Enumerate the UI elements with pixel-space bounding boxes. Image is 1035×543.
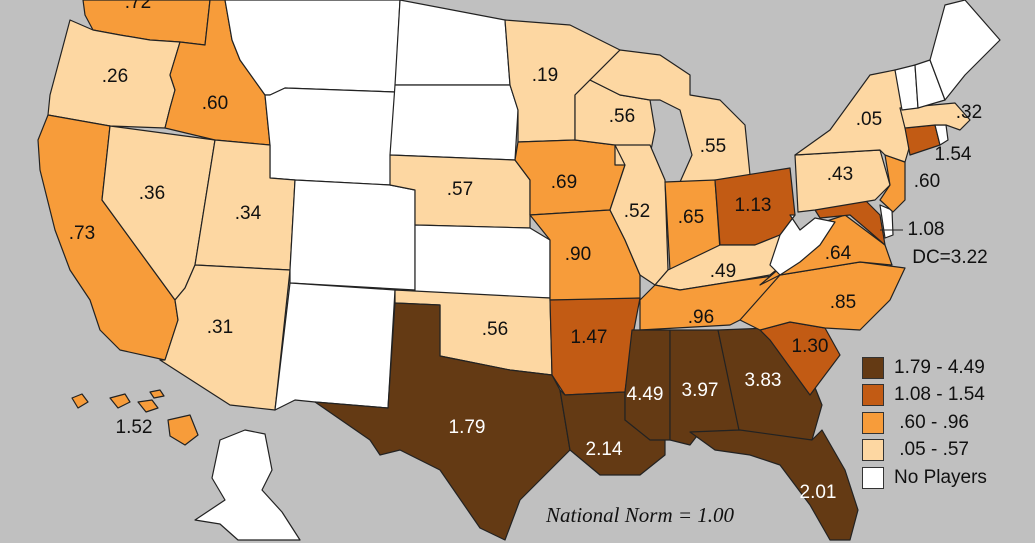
label-UT: .34 xyxy=(235,203,262,224)
legend-item: No Players xyxy=(862,464,987,492)
legend-label: No Players xyxy=(894,466,987,488)
label-MN: .19 xyxy=(532,65,558,86)
legend-swatch xyxy=(862,466,884,489)
label-KY: .49 xyxy=(710,261,736,282)
state-KS xyxy=(414,224,551,299)
label-PA: .43 xyxy=(827,164,853,185)
label-AL: 3.97 xyxy=(682,380,719,401)
label-IA: .69 xyxy=(551,172,577,193)
state-WY xyxy=(264,87,396,186)
label-OR: .26 xyxy=(102,66,128,87)
label-AR: 1.47 xyxy=(571,327,608,348)
label-HI: 1.52 xyxy=(116,417,153,438)
label-NC: .85 xyxy=(830,292,856,313)
label-WI: .56 xyxy=(609,106,635,127)
label-MA: .32 xyxy=(956,102,982,123)
state-WV xyxy=(769,214,836,276)
state-NM xyxy=(274,282,396,411)
label-FL: 2.01 xyxy=(800,482,837,503)
state-FL xyxy=(689,429,859,541)
label-AZ: .31 xyxy=(207,317,233,338)
legend-swatch xyxy=(862,384,884,407)
legend-swatch xyxy=(862,411,884,434)
label-TN: .96 xyxy=(688,307,714,328)
state-MD xyxy=(814,199,886,246)
legend-item: .60 - .96 xyxy=(862,409,987,437)
legend-swatch xyxy=(862,356,884,379)
label-GA: 3.83 xyxy=(745,370,782,391)
state-CO xyxy=(289,179,416,291)
label-DC: DC=3.22 xyxy=(912,247,988,268)
state-ND xyxy=(394,0,511,86)
legend-label: .60 - .96 xyxy=(894,411,969,433)
legend-item: 1.08 - 1.54 xyxy=(862,382,987,410)
legend-item: 1.79 - 4.49 xyxy=(862,354,987,382)
state-ME xyxy=(929,0,1001,101)
label-ID: .60 xyxy=(202,93,228,114)
label-TX: 1.79 xyxy=(449,417,486,438)
legend: 1.79 - 4.49 1.08 - 1.54 .60 - .96 .05 - … xyxy=(862,354,987,492)
label-VA: .64 xyxy=(825,243,852,264)
label-IN: .65 xyxy=(678,207,704,228)
state-TX xyxy=(314,302,571,541)
label-NV: .36 xyxy=(139,183,165,204)
label-OK: .56 xyxy=(482,319,508,340)
label-NY: .05 xyxy=(856,109,882,130)
label-CT: 1.54 xyxy=(935,144,972,165)
label-WA: .72 xyxy=(125,0,151,13)
state-AZ xyxy=(159,264,291,411)
legend-item: .05 - .57 xyxy=(862,437,987,465)
state-IL xyxy=(609,144,669,286)
label-OH: 1.13 xyxy=(735,195,772,216)
legend-label: .05 - .57 xyxy=(894,439,969,461)
label-NJ: .60 xyxy=(914,171,940,192)
legend-label: 1.08 - 1.54 xyxy=(894,384,985,406)
label-SC: 1.30 xyxy=(792,336,829,357)
state-HI xyxy=(71,389,199,446)
label-NE: .57 xyxy=(447,179,473,200)
legend-label: 1.79 - 4.49 xyxy=(894,356,985,378)
label-MD: 1.08 xyxy=(908,219,945,240)
national-norm-note: National Norm = 1.00 xyxy=(546,503,735,527)
label-MI: .55 xyxy=(700,136,726,157)
state-AK xyxy=(194,429,301,541)
label-IL: .52 xyxy=(624,201,650,222)
state-SD xyxy=(389,84,519,161)
legend-swatch xyxy=(862,439,884,462)
label-LA: 2.14 xyxy=(586,439,623,460)
label-MS: 4.49 xyxy=(627,384,664,405)
state-MA xyxy=(899,102,971,131)
label-CA: .73 xyxy=(69,223,95,244)
label-MO: .90 xyxy=(565,244,591,265)
state-NY xyxy=(794,69,911,163)
